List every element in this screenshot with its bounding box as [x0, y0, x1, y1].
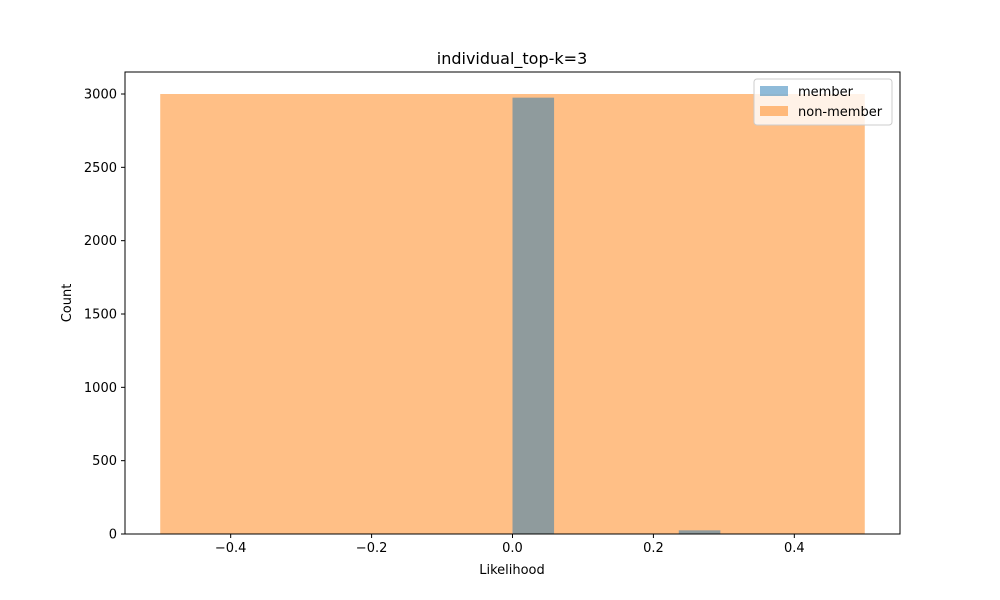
legend-frame	[753, 78, 893, 126]
y-axis-label: Count	[60, 284, 75, 323]
bars-layer	[160, 94, 865, 535]
legend-swatch-member	[760, 86, 788, 96]
legend-label-non-member: non-member	[798, 105, 883, 120]
bar-member-0	[512, 97, 555, 535]
x-axis-label: Likelihood	[479, 563, 545, 578]
y-axis: 0 500 1000 1500 2000 2500 3000	[84, 88, 125, 543]
x-tick-label: 0.4	[784, 541, 805, 556]
legend-label-member: member	[798, 85, 854, 100]
y-tick-label: 500	[92, 454, 117, 469]
legend: member non-member	[753, 78, 893, 126]
legend-swatch-non-member	[760, 106, 788, 116]
x-tick-label: −0.2	[356, 541, 388, 556]
x-tick-label: 0.0	[502, 541, 523, 556]
chart-title: individual_top-k=3	[437, 49, 588, 69]
y-tick-label: 2500	[84, 161, 117, 176]
y-tick-label: 3000	[84, 88, 117, 103]
y-tick-label: 0	[109, 528, 117, 543]
x-tick-label: 0.2	[643, 541, 664, 556]
y-tick-label: 2000	[84, 234, 117, 249]
x-tick-label: −0.4	[215, 541, 247, 556]
y-tick-label: 1500	[84, 308, 117, 323]
bar-member-1	[678, 530, 721, 534]
x-axis: −0.4 −0.2 0.0 0.2 0.4	[215, 534, 805, 556]
y-tick-label: 1000	[84, 381, 117, 396]
